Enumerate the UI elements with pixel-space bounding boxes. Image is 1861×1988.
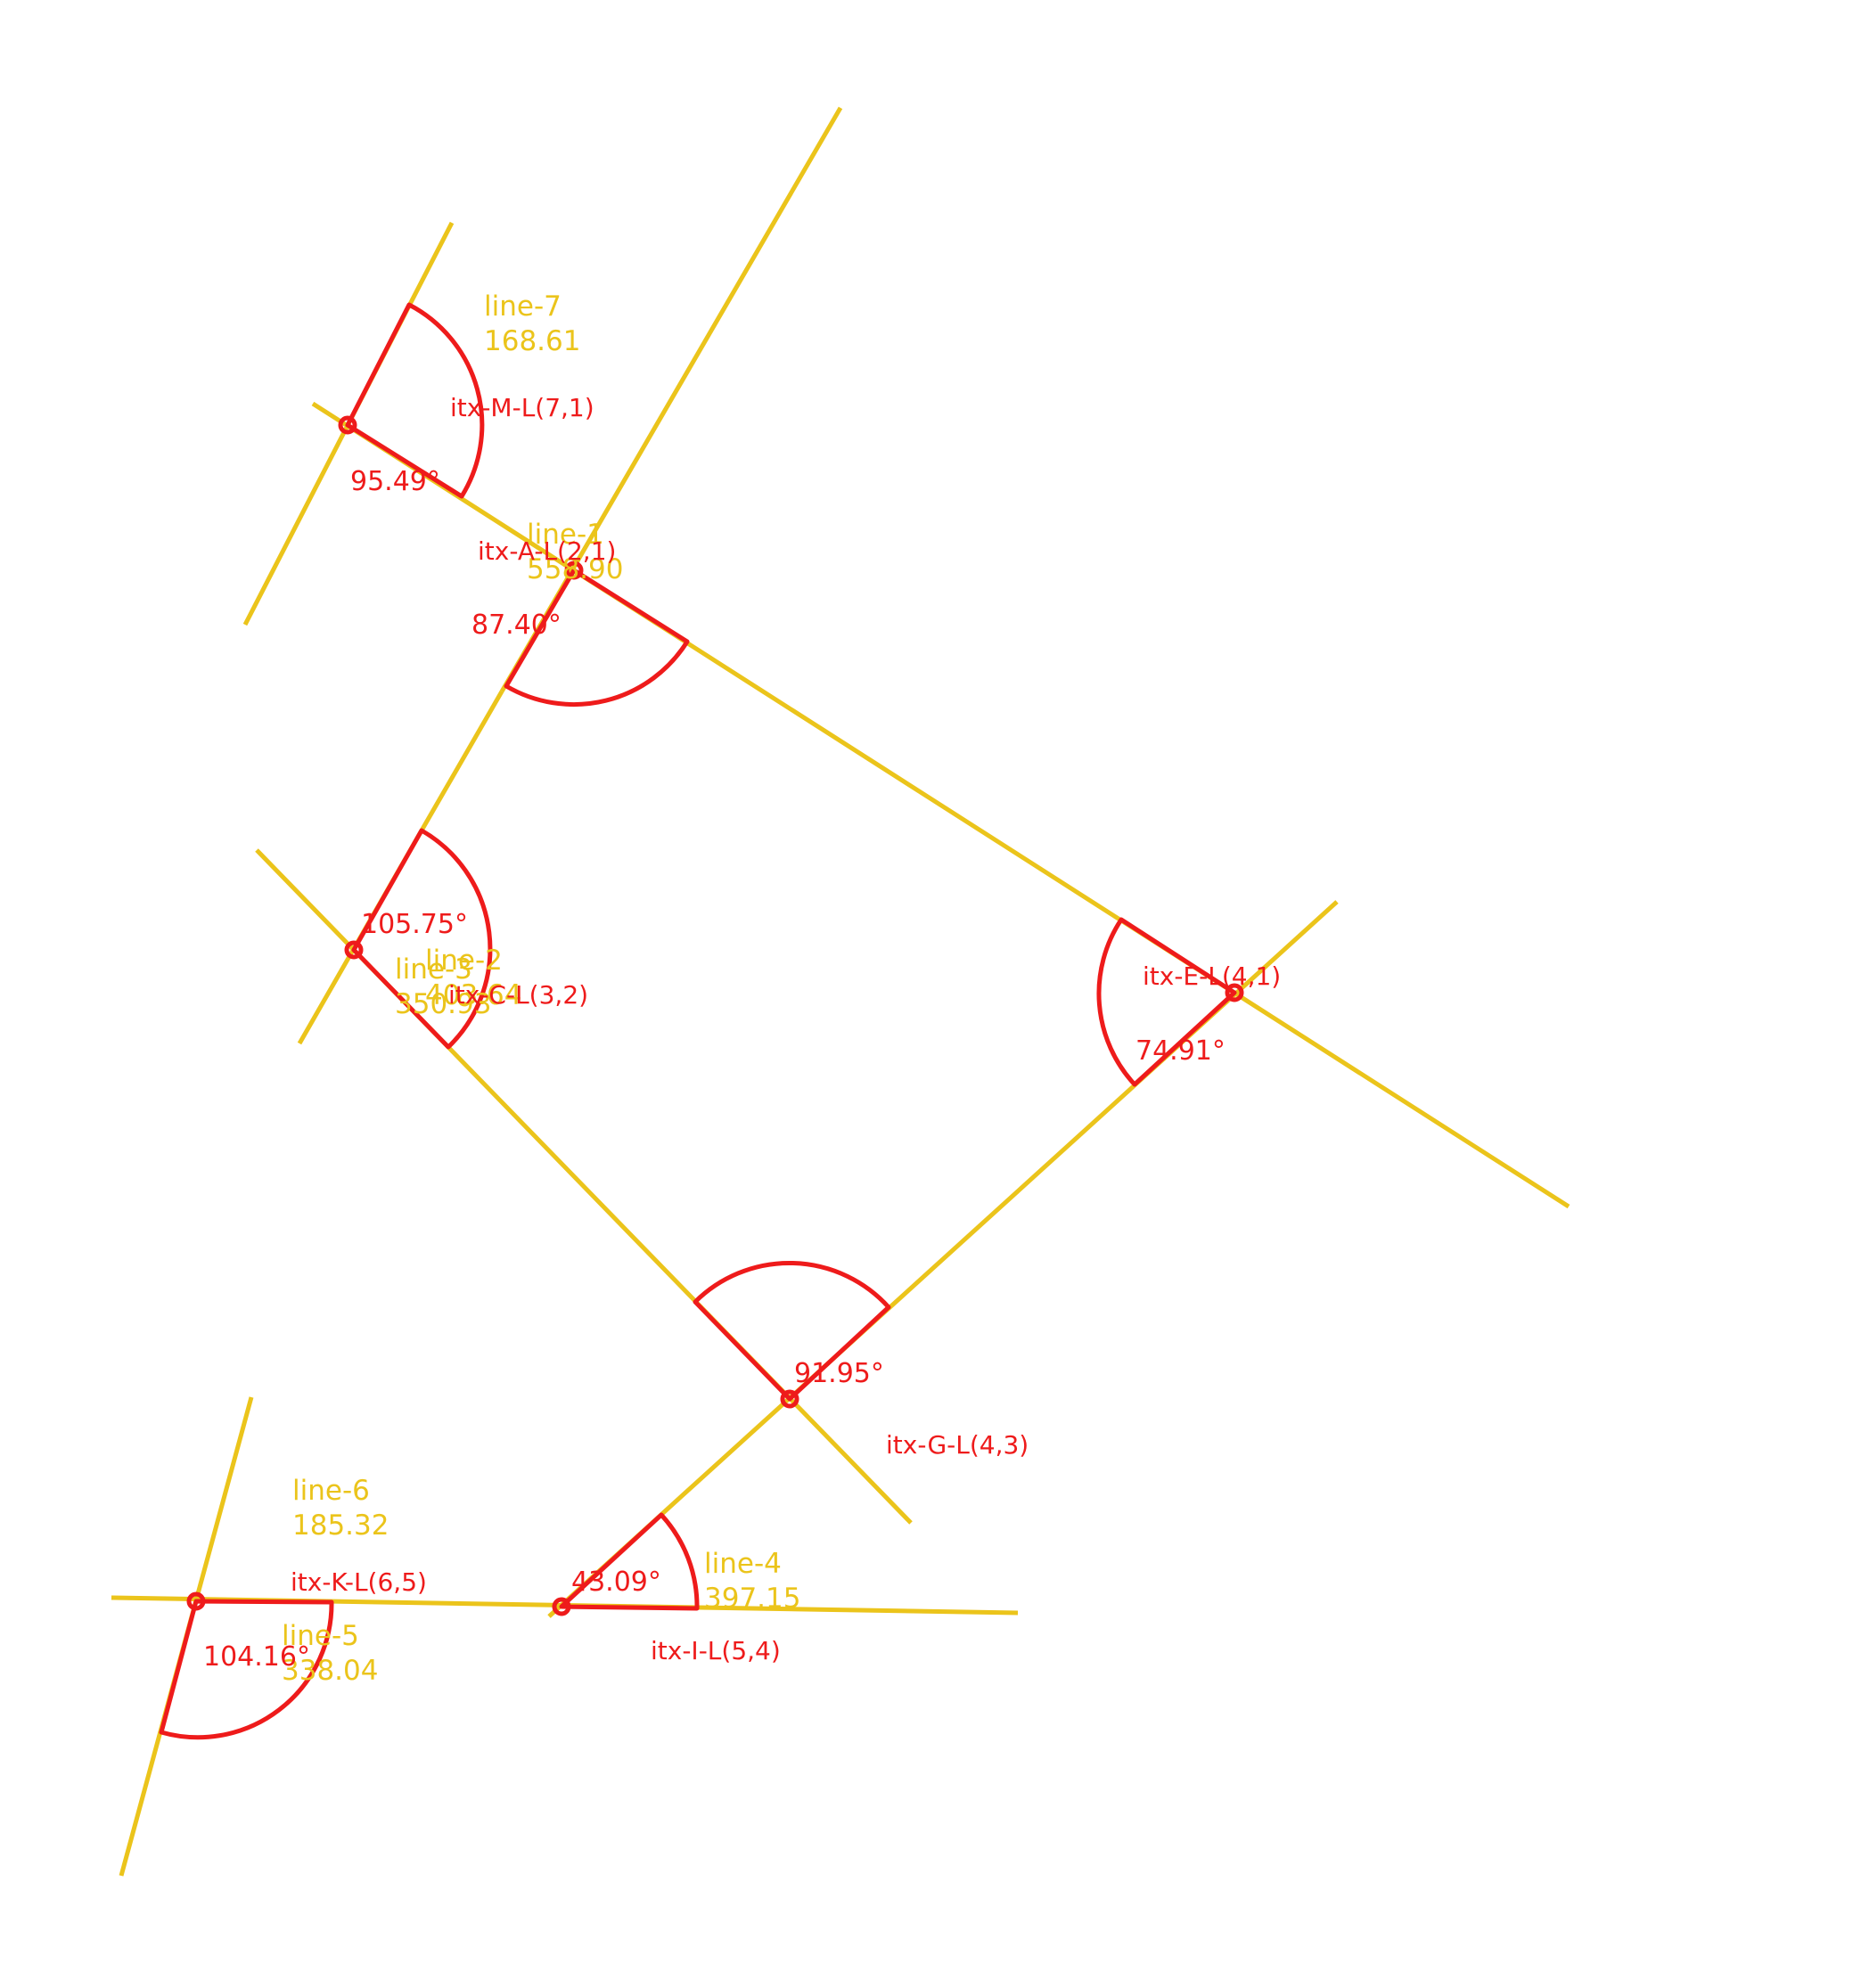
intersection-marker-G xyxy=(780,1389,799,1409)
line-label-length-7: 168.61 xyxy=(484,325,580,357)
line-label-name-3: line-3 xyxy=(395,953,472,986)
itx-label-M: itx-M-L(7,1) xyxy=(450,393,594,422)
itx-label-K: itx-K-L(6,5) xyxy=(291,1567,427,1597)
intersection-marker-K xyxy=(186,1591,206,1611)
angle-labels-layer: 95.49° 87.40° 105.75° 74.91° 91.95° 43.0… xyxy=(203,466,1226,1673)
line-label-length-4: 397.15 xyxy=(704,1583,800,1615)
itx-label-C: itx-C-L(3,2) xyxy=(448,980,588,1010)
line-labels-layer: line-7 168.61 line-1 558.90 line-2 403.6… xyxy=(282,290,800,1687)
line-label-name-5: line-5 xyxy=(282,1620,359,1652)
angle-arc-G xyxy=(693,1261,891,1402)
angle-label-I: 43.09° xyxy=(571,1567,661,1598)
line-label-length-2: 403.64 xyxy=(425,979,521,1011)
line-2 xyxy=(311,401,1570,1209)
itx-label-A: itx-A-L(2,1) xyxy=(478,536,616,566)
angle-label-A: 87.40° xyxy=(471,609,562,641)
intersection-marker-A xyxy=(564,560,584,580)
line-label-length-3: 350.93 xyxy=(395,988,491,1020)
line-label-name-1: line-1 xyxy=(527,519,604,551)
angle-arc-K xyxy=(159,1599,334,1740)
angle-arcs-layer xyxy=(159,302,1237,1740)
angle-arc-A xyxy=(504,568,690,708)
line-label-name-4: line-4 xyxy=(704,1548,782,1580)
intersection-marker-C xyxy=(344,940,364,960)
line-label-length-1: 558.90 xyxy=(527,553,623,585)
line-label-name-6: line-6 xyxy=(292,1475,370,1507)
line-1-lower xyxy=(419,690,504,832)
line-label-length-6: 185.32 xyxy=(292,1509,389,1542)
intersection-marker-M xyxy=(338,415,357,435)
markers-layer xyxy=(186,415,1244,1616)
line-label-length-5: 338.04 xyxy=(282,1655,378,1687)
angle-label-G: 91.95° xyxy=(794,1358,884,1389)
angle-arc-C xyxy=(351,828,493,1050)
itx-label-G: itx-G-L(4,3) xyxy=(886,1430,1029,1460)
line-label-name-2: line-2 xyxy=(425,945,503,977)
angle-arc-E xyxy=(1096,917,1237,1087)
itx-label-E: itx-E-L(4,1) xyxy=(1143,961,1281,991)
intersection-marker-I xyxy=(552,1597,571,1616)
intersection-labels-layer: itx-M-L(7,1) itx-A-L(2,1) itx-C-L(3,2) i… xyxy=(291,393,1281,1665)
angle-label-M: 95.49° xyxy=(350,466,440,497)
angle-label-C: 105.75° xyxy=(361,909,468,940)
itx-label-I: itx-I-L(5,4) xyxy=(651,1636,781,1665)
angle-label-E: 74.91° xyxy=(1135,1035,1226,1067)
intersection-marker-E xyxy=(1225,983,1244,1002)
line-label-name-7: line-7 xyxy=(484,290,562,323)
angle-arc-M xyxy=(345,302,485,499)
angle-arc-I xyxy=(559,1512,700,1611)
angle-label-K: 104.16° xyxy=(203,1641,310,1673)
